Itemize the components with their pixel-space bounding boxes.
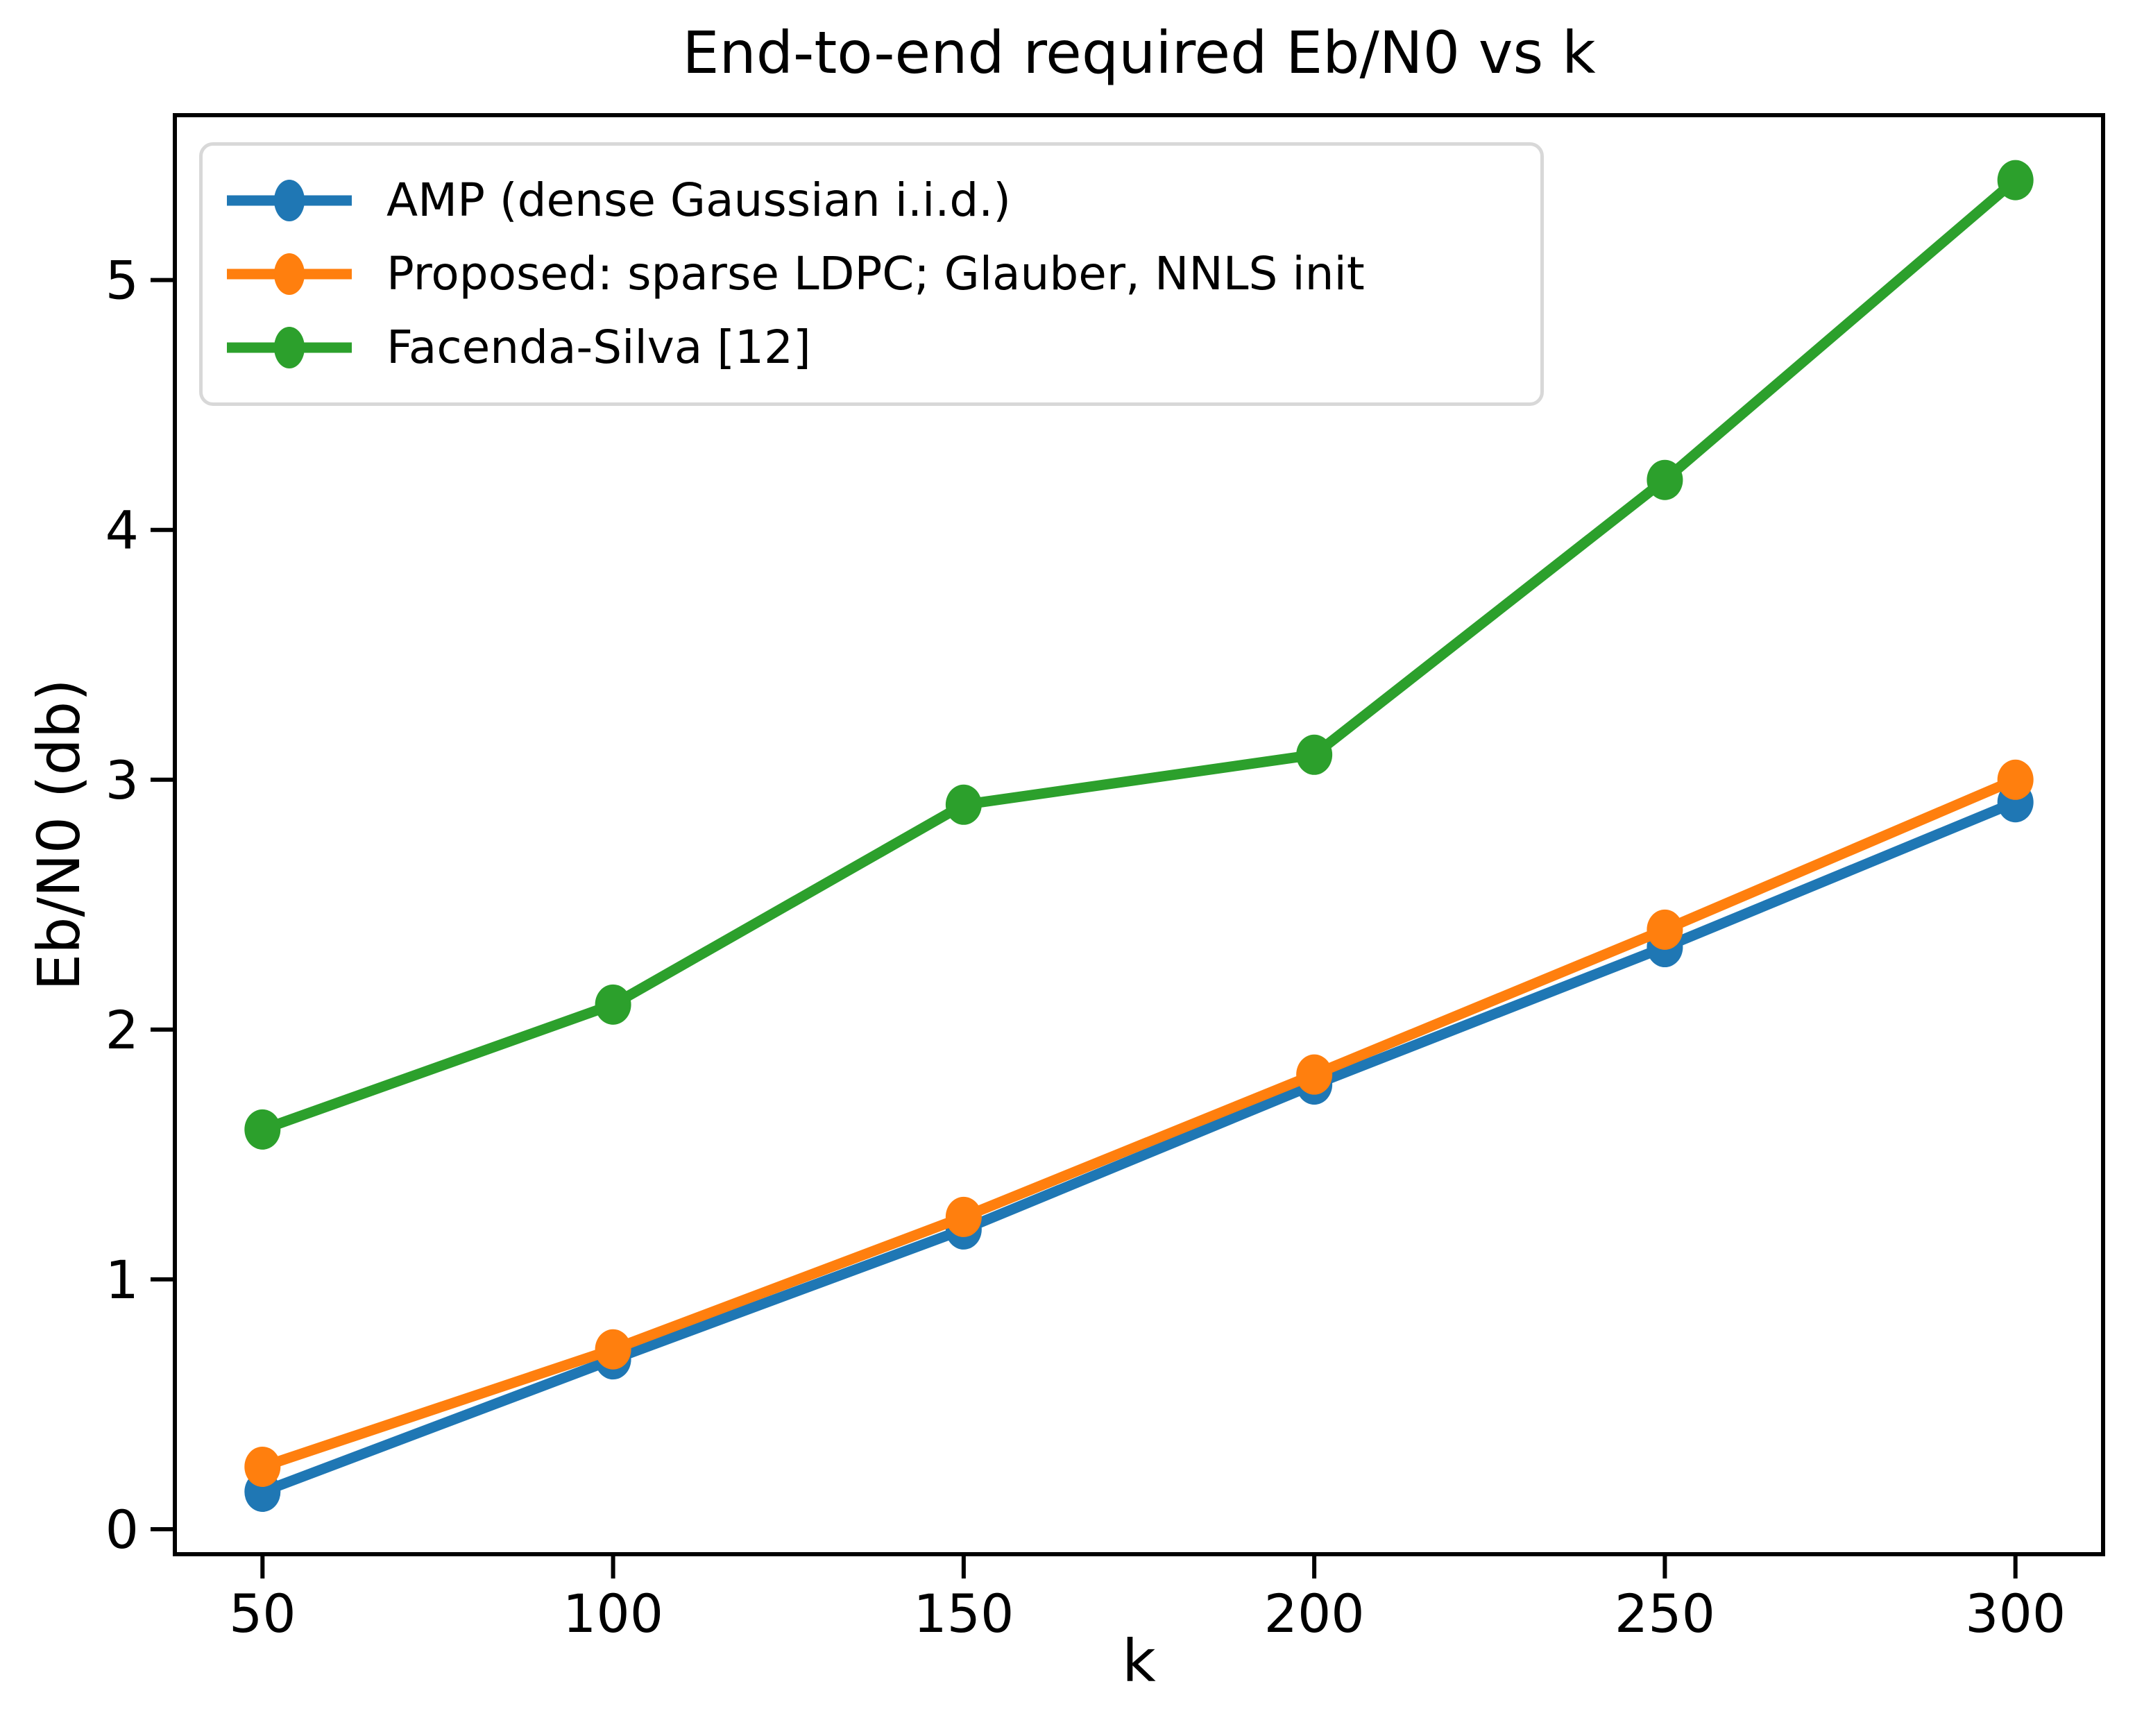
x-tick-label: 150 <box>913 1583 1014 1644</box>
legend-dot-icon <box>274 253 305 295</box>
series-line-1 <box>260 774 2018 1472</box>
legend-label-facenda-silva: Facenda-Silva [12] <box>386 321 811 374</box>
y-tick-label: 1 <box>105 1249 139 1311</box>
y-tick-label: 4 <box>105 500 139 561</box>
y-tick-label: 3 <box>105 749 139 811</box>
data-point-series1-x250 <box>1647 909 1683 950</box>
data-point-series2-x250 <box>1647 459 1683 500</box>
legend-dot-icon <box>274 180 305 221</box>
data-point-series1-x200 <box>1296 1054 1333 1095</box>
y-tick-label: 5 <box>105 250 139 312</box>
legend-dot-icon <box>274 327 305 368</box>
data-point-series2-x200 <box>1296 734 1333 775</box>
legend-item-proposed: Proposed: sparse LDPC; Glauber, NNLS ini… <box>223 237 1513 311</box>
data-point-series2-x150 <box>945 784 982 825</box>
x-tick-label: 200 <box>1264 1583 1365 1644</box>
x-tick-label: 250 <box>1615 1583 1715 1644</box>
y-axis-label: Eb/N0 (db) <box>25 679 93 991</box>
data-point-series1-x50 <box>244 1446 281 1487</box>
legend-label-amp: AMP (dense Gaussian i.i.d.) <box>386 173 1011 227</box>
legend-marker-amp <box>227 180 352 221</box>
data-point-series1-x300 <box>1997 759 2034 800</box>
x-tick-label: 100 <box>563 1583 663 1644</box>
x-tick-label: 300 <box>1965 1583 2066 1644</box>
series-line-0 <box>260 797 2018 1497</box>
data-point-series2-x50 <box>244 1109 281 1150</box>
series-line-2 <box>260 176 2019 1134</box>
data-point-series1-x100 <box>595 1329 631 1370</box>
legend-label-proposed: Proposed: sparse LDPC; Glauber, NNLS ini… <box>386 247 1365 300</box>
legend: AMP (dense Gaussian i.i.d.) Proposed: sp… <box>199 142 1544 406</box>
data-point-series2-x100 <box>595 984 631 1025</box>
chart-title: End-to-end required Eb/N0 vs k <box>682 19 1596 87</box>
x-tick-label: 50 <box>229 1583 296 1644</box>
data-point-series1-x150 <box>945 1196 982 1237</box>
legend-item-amp: AMP (dense Gaussian i.i.d.) <box>223 164 1513 237</box>
legend-marker-proposed <box>227 253 352 295</box>
y-tick-label: 2 <box>105 999 139 1061</box>
data-point-series2-x300 <box>1997 160 2034 201</box>
legend-item-facenda-silva: Facenda-Silva [12] <box>223 311 1513 384</box>
plot-border <box>173 113 2105 1556</box>
y-tick-label: 0 <box>105 1499 139 1560</box>
legend-marker-facenda-silva <box>227 327 352 368</box>
x-axis-label: k <box>1122 1627 1156 1695</box>
